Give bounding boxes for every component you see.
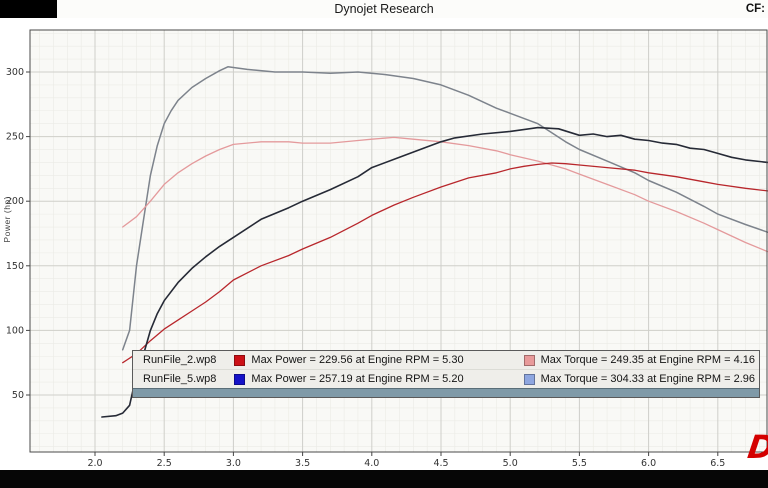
max-torque-text: Max Torque = 249.35 at Engine RPM = 4.16 bbox=[540, 354, 755, 366]
legend-torque-cell: Max Torque = 249.35 at Engine RPM = 4.16 bbox=[523, 354, 755, 366]
svg-text:3.5: 3.5 bbox=[295, 458, 310, 469]
torque-color-swatch bbox=[523, 373, 535, 385]
runfile-label[interactable]: RunFile_5.wp8 bbox=[143, 373, 217, 385]
app-title: Dynojet Research bbox=[334, 2, 434, 16]
max-torque-text: Max Torque = 304.33 at Engine RPM = 2.96 bbox=[540, 373, 755, 385]
svg-text:5.0: 5.0 bbox=[503, 458, 518, 469]
power-color-swatch bbox=[234, 373, 246, 385]
legend-row: RunFile_5.wp8 Max Power = 257.19 at Engi… bbox=[133, 369, 759, 388]
svg-text:6.0: 6.0 bbox=[641, 458, 656, 469]
svg-text:4.5: 4.5 bbox=[433, 458, 448, 469]
legend-power-cell: Max Power = 257.19 at Engine RPM = 5.20 bbox=[234, 373, 523, 385]
svg-text:2.0: 2.0 bbox=[87, 458, 102, 469]
svg-text:250: 250 bbox=[6, 132, 24, 143]
legend-box[interactable]: RunFile_2.wp8 Max Power = 229.56 at Engi… bbox=[132, 350, 760, 398]
svg-text:5.5: 5.5 bbox=[572, 458, 587, 469]
svg-text:100: 100 bbox=[6, 325, 24, 336]
power-color-swatch bbox=[234, 354, 246, 366]
runfile-label[interactable]: RunFile_2.wp8 bbox=[143, 354, 217, 366]
max-power-text: Max Power = 229.56 at Engine RPM = 5.30 bbox=[251, 354, 464, 366]
legend-row: RunFile_2.wp8 Max Power = 229.56 at Engi… bbox=[133, 351, 759, 369]
legend-power-cell: Max Power = 229.56 at Engine RPM = 5.30 bbox=[234, 354, 523, 366]
cf-label: CF: bbox=[745, 3, 765, 15]
letterbox-bottom bbox=[0, 470, 768, 488]
svg-text:150: 150 bbox=[6, 261, 24, 272]
svg-text:50: 50 bbox=[12, 390, 24, 401]
legend-footer-strip bbox=[133, 388, 759, 397]
header-bar: Dynojet Research CF: bbox=[0, 0, 768, 18]
svg-text:6.5: 6.5 bbox=[710, 458, 725, 469]
svg-text:4.0: 4.0 bbox=[364, 458, 379, 469]
svg-text:300: 300 bbox=[6, 67, 24, 78]
letterbox-corner-left bbox=[0, 0, 57, 18]
y-axis-title: Power (hp) bbox=[2, 196, 12, 243]
svg-text:2.5: 2.5 bbox=[157, 458, 172, 469]
torque-color-swatch bbox=[523, 354, 535, 366]
svg-text:200: 200 bbox=[6, 196, 24, 207]
svg-text:3.0: 3.0 bbox=[226, 458, 241, 469]
legend-torque-cell: Max Torque = 304.33 at Engine RPM = 2.96 bbox=[523, 373, 755, 385]
max-power-text: Max Power = 257.19 at Engine RPM = 5.20 bbox=[251, 373, 464, 385]
